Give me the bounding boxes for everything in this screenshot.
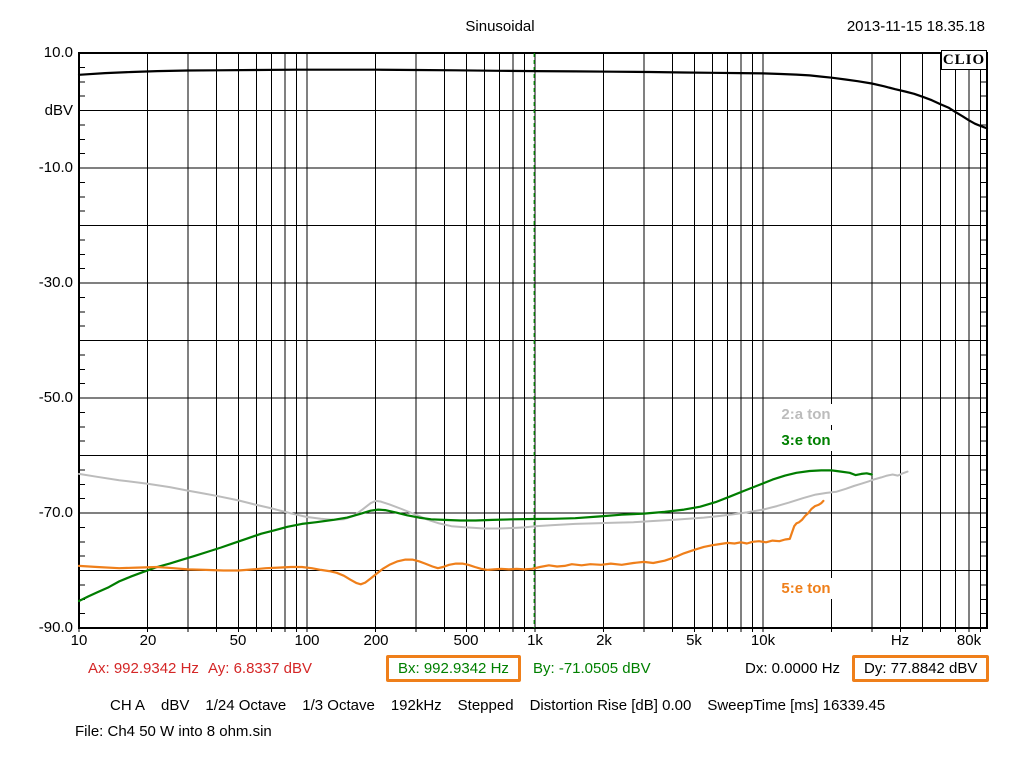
measurement-settings-line: CH A dBV 1/24 Octave 1/3 Octave 192kHz Steppe… bbox=[110, 697, 885, 714]
marker-dx-readout: Dx: 0.0000 Hz bbox=[745, 660, 841, 677]
grid bbox=[78, 52, 988, 632]
x-axis-tick-label: 5k bbox=[686, 632, 702, 649]
x-axis-tick-label: 200 bbox=[363, 632, 389, 649]
settings-segment: 192kHz bbox=[390, 697, 442, 714]
marker-ay-readout: Ay: 6.8337 dBV bbox=[208, 660, 312, 677]
marker-dy-readout-box[interactable]: Dy: 77.8842 dBV bbox=[852, 655, 990, 682]
settings-segment: 1/24 Octave bbox=[205, 697, 287, 714]
y-axis-tick-label: 10.0 bbox=[43, 44, 73, 61]
x-axis-tick-label: 500 bbox=[453, 632, 479, 649]
legend-2nd-harmonic: 2:a ton bbox=[773, 404, 839, 425]
settings-segment: SweepTime [ms] 16339.45 bbox=[707, 697, 886, 714]
y-axis-tick-label: -50.0 bbox=[38, 389, 73, 406]
x-axis-tick-label: 10k bbox=[750, 632, 776, 649]
chart-title: Sinusoidal bbox=[465, 18, 535, 35]
marker-bx-readout: Bx: 992.9342 Hz bbox=[398, 660, 509, 677]
marker-dy-readout: Dy: 77.8842 dBV bbox=[864, 660, 978, 677]
x-axis-tick-label: 10 bbox=[70, 632, 88, 649]
x-axis-tick-label: 1k bbox=[527, 632, 543, 649]
settings-segment: CH A bbox=[110, 697, 146, 714]
y-axis-unit-label: dBV bbox=[44, 102, 73, 119]
file-name-line: File: Ch4 50 W into 8 ohm.sin bbox=[75, 723, 272, 740]
y-axis-tick-label: -10.0 bbox=[38, 159, 73, 176]
x-axis-tick-label: 100 bbox=[294, 632, 320, 649]
settings-segment: 1/3 Octave bbox=[302, 697, 375, 714]
legend-5th-harmonic: 5:e ton bbox=[773, 578, 839, 599]
x-axis-tick-label: 50 bbox=[229, 632, 247, 649]
curve-harmonic-5 bbox=[77, 499, 825, 586]
curve-harmonic-2 bbox=[78, 470, 909, 530]
y-axis-tick-label: -30.0 bbox=[38, 274, 73, 291]
y-axis-tick-label: -70.0 bbox=[38, 504, 73, 521]
y-axis-tick-label: -90.0 bbox=[38, 619, 73, 636]
marker-ax-readout: Ax: 992.9342 Hz bbox=[88, 660, 199, 677]
marker-bx-readout-box[interactable]: Bx: 992.9342 Hz bbox=[386, 655, 521, 682]
curve-fundamental bbox=[77, 68, 989, 130]
settings-segment: Distortion Rise [dB] 0.00 bbox=[529, 697, 692, 714]
x-axis-tick-label: 2k bbox=[596, 632, 612, 649]
measurement-datetime: 2013-11-15 18.35.18 bbox=[846, 18, 985, 35]
settings-segment: dBV bbox=[161, 697, 190, 714]
settings-segment: Stepped bbox=[457, 697, 514, 714]
curve-harmonic-3 bbox=[77, 469, 873, 603]
x-axis-tick-label: 80k bbox=[956, 632, 982, 649]
clio-logo: CLIO bbox=[941, 50, 987, 70]
legend-3rd-harmonic: 3:e ton bbox=[773, 430, 839, 451]
x-axis-tick-label: 20 bbox=[139, 632, 157, 649]
marker-by-readout: By: -71.0505 dBV bbox=[533, 660, 651, 677]
x-axis-unit-label: Hz bbox=[890, 632, 910, 649]
